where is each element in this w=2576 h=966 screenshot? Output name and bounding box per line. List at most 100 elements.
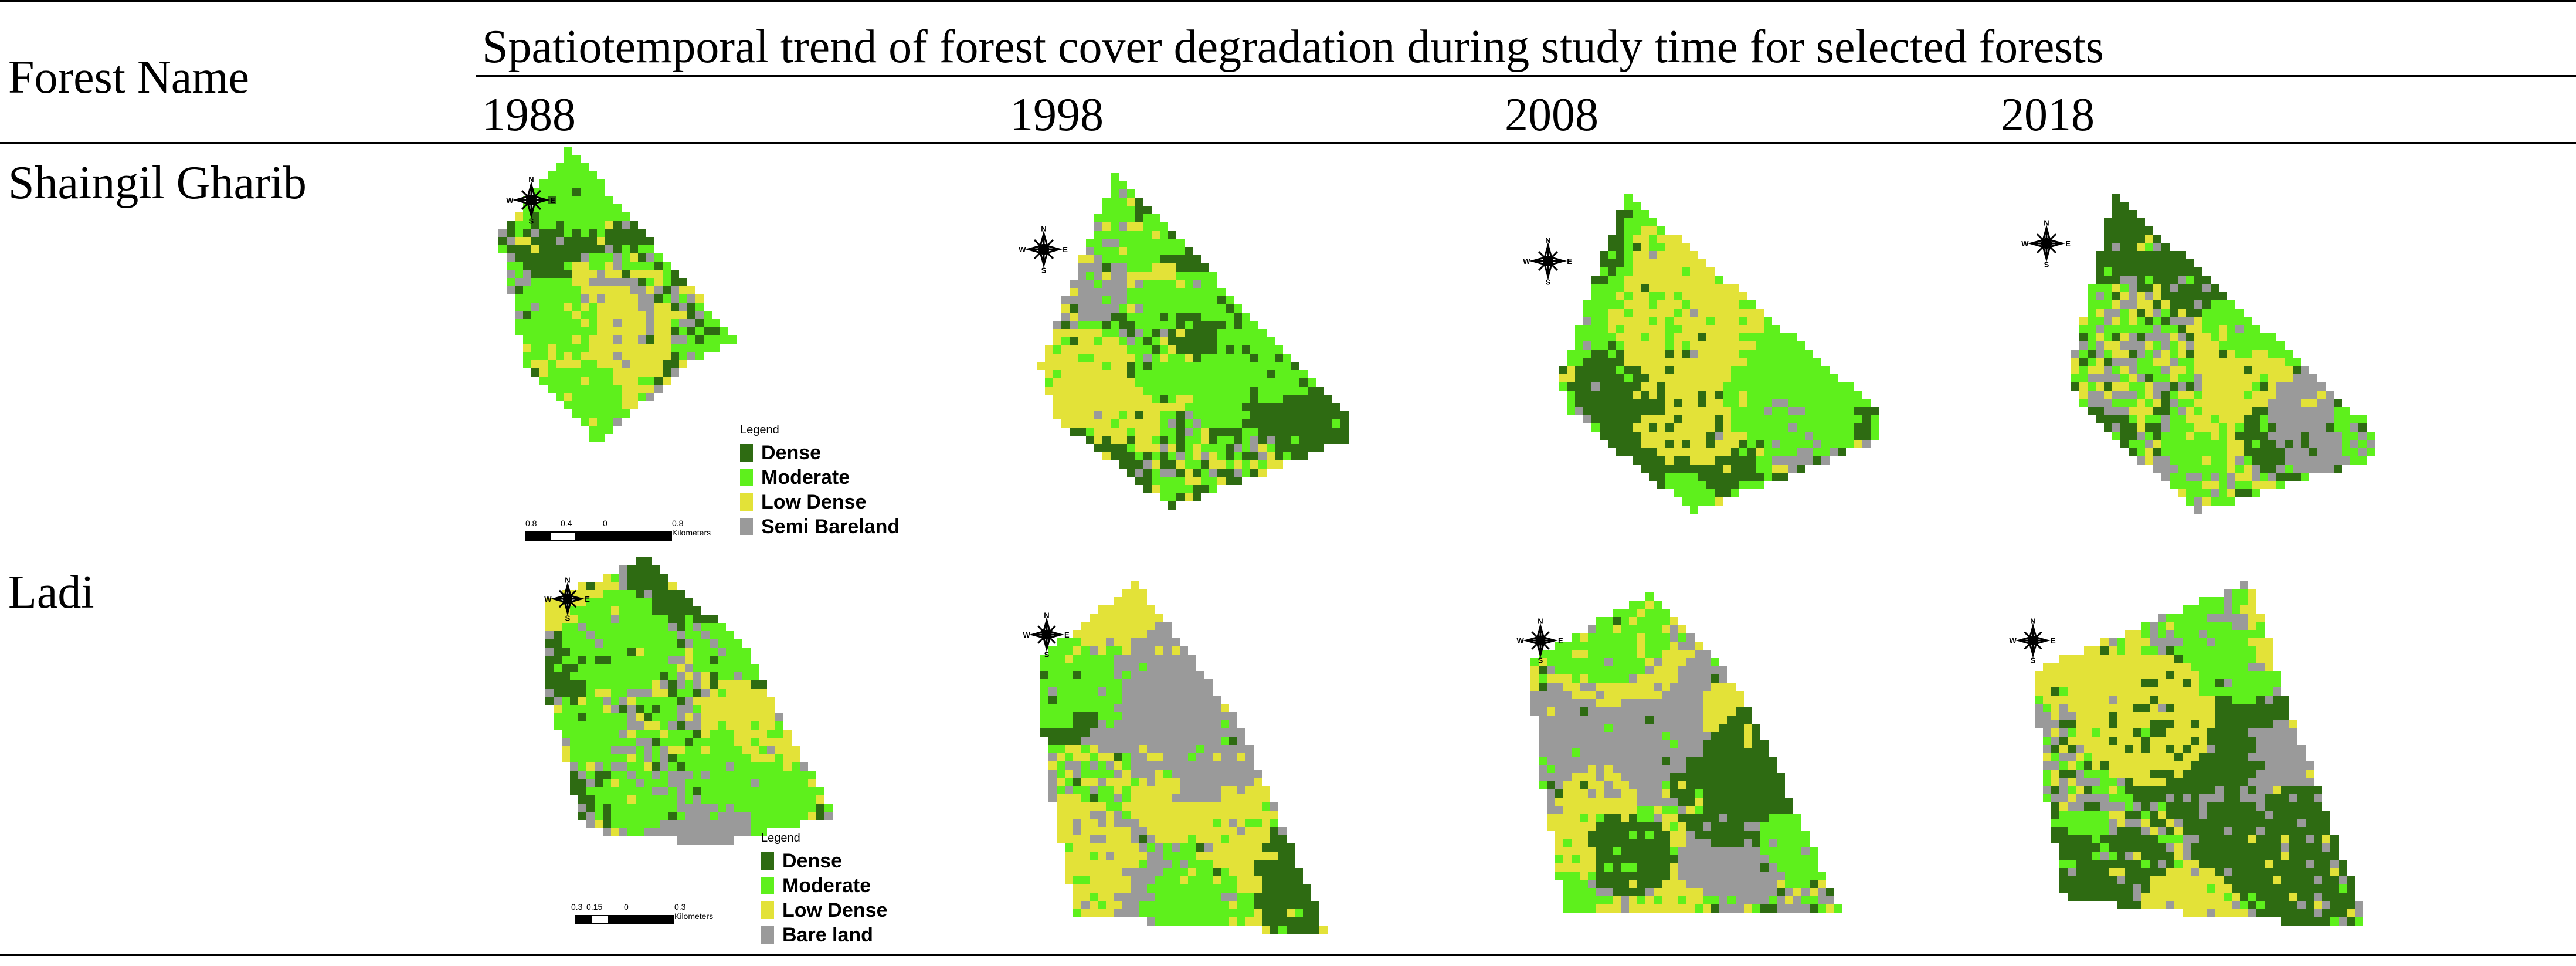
compass-label-n: N bbox=[1044, 611, 1049, 620]
raster-cells bbox=[1040, 581, 1328, 934]
forest-map-shaingil-gharib-1988 bbox=[498, 147, 827, 452]
legend-label: Low Dense bbox=[782, 899, 888, 921]
forest-map-ladi-1998 bbox=[1032, 581, 1396, 934]
land-cover-raster bbox=[498, 147, 737, 442]
land-cover-raster bbox=[1040, 581, 1328, 934]
scale-bar-shaingil-gharib: 0.8 0.4 0 0.8 Kilometers bbox=[525, 518, 711, 541]
north-arrow-compass-icon: N S E W bbox=[541, 569, 595, 629]
north-arrow-compass-icon: N S E W bbox=[2017, 211, 2076, 276]
legend-label: Dense bbox=[761, 441, 822, 464]
compass-label-e: E bbox=[1558, 636, 1563, 645]
legend-item-moderate: Moderate bbox=[740, 465, 900, 490]
compass-label-e: E bbox=[2051, 636, 2056, 645]
legend-item-semi-bareland: Semi Bareland bbox=[740, 514, 900, 539]
forest-map-shaingil-gharib-2018 bbox=[2046, 194, 2422, 522]
compass-label-s: S bbox=[529, 217, 534, 226]
compass-label-w: W bbox=[506, 196, 514, 205]
legend-swatch bbox=[761, 926, 774, 944]
compass-label-w: W bbox=[2010, 636, 2017, 645]
legend-swatch bbox=[740, 444, 753, 462]
compass-label-n: N bbox=[565, 575, 570, 584]
raster-cells bbox=[2071, 194, 2375, 514]
legend-swatch bbox=[761, 852, 774, 870]
forest-map-ladi-1988 bbox=[545, 557, 874, 845]
legend-title: Legend bbox=[761, 832, 800, 845]
forest-name-header: Forest Name bbox=[8, 52, 250, 103]
legend-item-dense: Dense bbox=[761, 849, 887, 873]
header-divider-rule bbox=[476, 75, 2576, 77]
land-cover-raster bbox=[2071, 194, 2375, 514]
legend-swatch bbox=[740, 469, 753, 486]
table-top-rule bbox=[0, 0, 2576, 2]
compass-label-n: N bbox=[528, 175, 534, 184]
forest-map-ladi-2018 bbox=[2035, 581, 2398, 926]
north-arrow-compass-icon: N S E W bbox=[502, 168, 561, 232]
land-cover-raster bbox=[545, 557, 833, 845]
legend-swatch bbox=[740, 493, 753, 511]
north-arrow-compass-icon: N S E W bbox=[1513, 610, 1568, 671]
compass-label-e: E bbox=[2065, 239, 2071, 248]
compass-label-e: E bbox=[1567, 257, 1572, 266]
scale-bar-ticks: 0.3 0.15 0 0.3 Kilometers bbox=[571, 902, 713, 921]
raster-cells bbox=[545, 557, 833, 845]
legend-label: Moderate bbox=[782, 874, 871, 897]
forest-map-shaingil-gharib-2008 bbox=[1542, 194, 1917, 522]
scale-tick: 0.15 bbox=[586, 902, 603, 911]
raster-cells bbox=[1037, 173, 1349, 510]
compass-label-w: W bbox=[1517, 636, 1525, 645]
compass-label-e: E bbox=[585, 595, 590, 604]
table-bottom-rule bbox=[0, 954, 2576, 956]
scale-tick: 0 bbox=[624, 902, 629, 911]
north-arrow-compass-icon: N S E W bbox=[1014, 217, 1073, 282]
compass-label-w: W bbox=[544, 595, 552, 604]
compass-label-w: W bbox=[1023, 631, 1031, 639]
compass-label-s: S bbox=[2044, 260, 2049, 269]
scale-tick: 0 bbox=[603, 518, 607, 528]
forest-name-shaingil-gharib: Shaingil Gharib bbox=[8, 157, 307, 209]
compass-label-w: W bbox=[1523, 257, 1530, 266]
compass-label-s: S bbox=[2031, 656, 2036, 665]
north-arrow-compass-icon: N S E W bbox=[2005, 610, 2061, 671]
compass-label-s: S bbox=[565, 614, 571, 623]
scale-tick: 0.3 bbox=[571, 902, 583, 911]
raster-cells bbox=[1530, 592, 1842, 913]
legend-ladi: Legend Dense Moderate Low Dense Bare lan… bbox=[761, 832, 887, 947]
compass-label-e: E bbox=[1063, 245, 1068, 254]
scale-tick: 0.4 bbox=[561, 518, 572, 528]
legend-swatch bbox=[761, 901, 774, 919]
legend-shaingil-gharib: Legend Dense Moderate Low Dense Semi Bar… bbox=[740, 423, 900, 539]
legend-item-dense: Dense bbox=[740, 440, 900, 465]
compass-label-n: N bbox=[2044, 218, 2049, 227]
raster-cells bbox=[1559, 194, 1879, 514]
legend-item-low-dense: Low Dense bbox=[761, 898, 887, 923]
compass-label-s: S bbox=[1546, 278, 1551, 287]
year-header-2008: 2008 bbox=[1505, 89, 1598, 141]
compass-label-n: N bbox=[1538, 617, 1543, 626]
legend-label: Low Dense bbox=[761, 490, 867, 513]
legend-swatch bbox=[761, 877, 774, 894]
land-cover-raster bbox=[1530, 592, 1842, 913]
legend-title: Legend bbox=[740, 423, 779, 436]
year-header-2018: 2018 bbox=[2001, 89, 2095, 141]
legend-label: Semi Bareland bbox=[761, 515, 900, 538]
north-arrow-compass-icon: N S E W bbox=[1519, 229, 1577, 293]
legend-label: Moderate bbox=[761, 466, 850, 489]
scale-bar-ticks: 0.8 0.4 0 0.8 Kilometers bbox=[525, 518, 711, 537]
scale-tick: 0.8 bbox=[525, 518, 537, 528]
legend-label: Dense bbox=[782, 849, 843, 872]
legend-item-bare-land: Bare land bbox=[761, 923, 887, 947]
forest-name-ladi: Ladi bbox=[8, 567, 94, 618]
raster-cells bbox=[2035, 581, 2363, 926]
legend-swatch bbox=[740, 518, 753, 535]
compass-label-s: S bbox=[1538, 656, 1543, 665]
year-header-1988: 1988 bbox=[482, 89, 576, 141]
scale-bar-ladi: 0.3 0.15 0 0.3 Kilometers bbox=[571, 902, 713, 924]
land-cover-raster bbox=[1559, 194, 1879, 514]
scale-bar-graphic bbox=[575, 915, 674, 924]
compass-label-e: E bbox=[1064, 631, 1070, 639]
compass-label-s: S bbox=[1044, 650, 1050, 659]
scale-tick: 0.8 Kilometers bbox=[672, 518, 711, 537]
scale-bar-graphic bbox=[525, 531, 672, 541]
scale-tick: 0.3 Kilometers bbox=[674, 902, 714, 921]
spatiotemporal-trend-header: Spatiotemporal trend of forest cover deg… bbox=[482, 21, 2104, 73]
